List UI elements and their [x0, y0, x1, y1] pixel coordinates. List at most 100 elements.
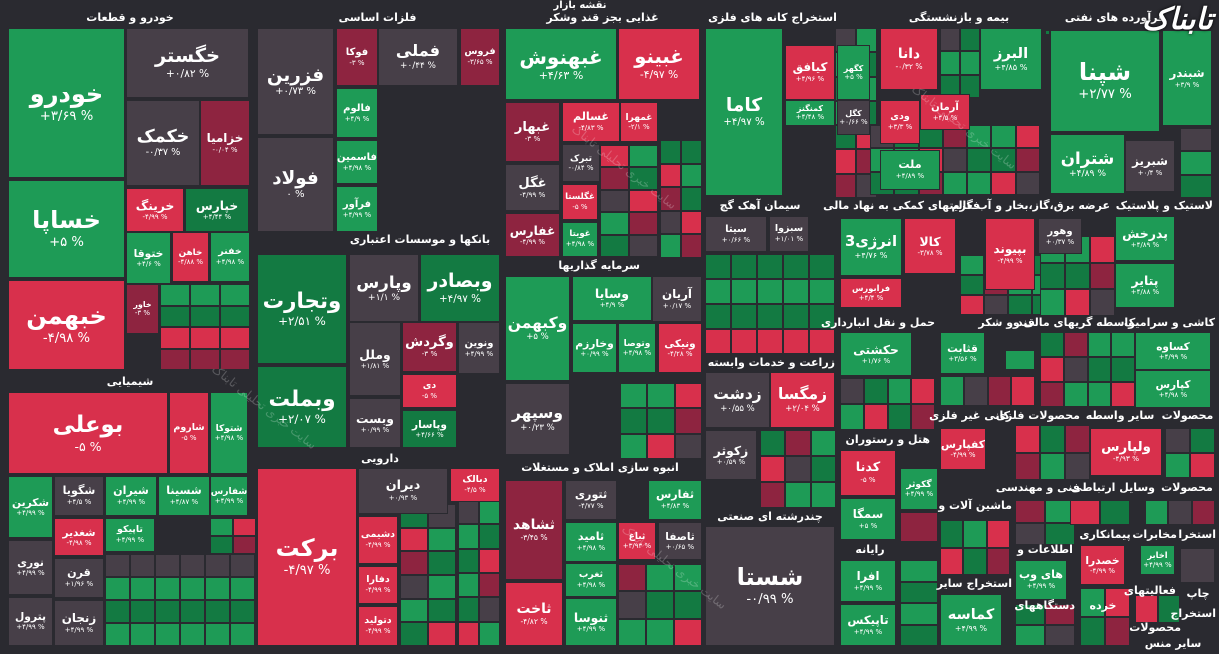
- stock-tile: خبهمن -۴/۹۸ %: [8, 280, 125, 370]
- stock-name: وبست: [355, 411, 395, 426]
- stock-change: +۲/۵۱ %: [278, 314, 326, 329]
- filler-tile: [681, 210, 702, 235]
- stock-change: +۵ %: [844, 72, 863, 81]
- filler-tile: [233, 518, 256, 536]
- stock-tile: قثابت +۳/۵۶ %: [940, 332, 985, 374]
- stock-change: -۴/۹۹ %: [142, 212, 168, 221]
- filler-tile: [1045, 604, 1075, 625]
- stock-change: +۱/۷۶ %: [861, 356, 891, 365]
- stock-change: +۴/۸۹ %: [895, 172, 925, 181]
- stock-tile: شکرین +۴/۹۹ %: [8, 476, 53, 538]
- stock-tile: بوعلی -۵ %: [8, 392, 168, 474]
- stock-tile: نوری +۴/۹۹ %: [8, 540, 53, 595]
- filler-tile: [600, 212, 629, 235]
- stock-change: -۴/۹۹ %: [365, 627, 391, 636]
- stock-name: خمحرکه: [159, 334, 161, 335]
- filler-tile: [731, 329, 757, 354]
- sector-label: وسایل ارتباطی: [1071, 481, 1155, 494]
- stock-change: +۴/۹۷ %: [438, 292, 482, 305]
- stock-tile: شپنا +۲/۷۷ %: [1050, 30, 1160, 132]
- filler-tile: [760, 430, 786, 456]
- stock-tile: خگستر +۰/۸۲ %: [126, 28, 249, 98]
- stock-change: -۴/۹۹ %: [365, 541, 391, 550]
- stock-tile: ثنوسا +۴/۹۹ %: [565, 598, 617, 646]
- stock-name: خساپا: [32, 206, 101, 235]
- stock-change: -۴/۹۹ %: [1089, 566, 1116, 575]
- filler-tile: [960, 28, 980, 52]
- stock-tile: خاور -۳ %: [126, 284, 159, 334]
- stock-change: +۳/۵۶ %: [948, 354, 977, 363]
- stock-tile: آریان +۰/۱۷ %: [652, 276, 702, 322]
- stock-name: فروس: [464, 46, 496, 58]
- stock-tile: زکوثر +۰/۵۹ %: [705, 430, 757, 480]
- stock-name: خفنر: [218, 246, 242, 258]
- stock-tile: زمگسا +۲/۰۴ %: [770, 372, 835, 428]
- stock-tile: ونوین +۴/۹۹ %: [458, 322, 500, 374]
- stock-name: وبملت: [268, 386, 336, 412]
- stock-change: -۵ %: [181, 434, 197, 443]
- filler-tile: [400, 527, 428, 552]
- stock-name: غفارس: [509, 223, 556, 238]
- stock-tile: خمحرکه+۴/۹ %: [159, 334, 161, 336]
- stock-change: +۴/۹۸ %: [1158, 390, 1188, 399]
- stock-tile: غگل -۴/۹۹ %: [505, 164, 560, 211]
- filler-tile: [963, 520, 987, 548]
- stock-tile: وتجارت +۲/۵۱ %: [257, 254, 347, 364]
- stock-name: ونیکی: [664, 337, 696, 350]
- filler-tile: [760, 456, 786, 482]
- filler-tile: [900, 512, 938, 542]
- stock-change: +۴/۸۳ %: [660, 502, 690, 511]
- stock-change: +۴/۵ %: [66, 498, 92, 507]
- stock-name: کیافق: [792, 60, 828, 75]
- sector-label: فرآورده های نفتی: [1064, 11, 1166, 24]
- stock-change: +۰/۶۶ %: [721, 235, 751, 244]
- sector-label: بیمه و بازنشستگی: [908, 11, 1010, 24]
- filler-tile: [155, 554, 180, 577]
- stock-tile: گکوثر +۴/۹۹ %: [900, 468, 938, 510]
- stock-name: فرآور: [342, 199, 372, 211]
- filler-tile: [130, 623, 155, 646]
- filler-tile: [458, 621, 479, 646]
- filler-tile: [900, 603, 938, 625]
- stock-tile: کماسه +۴/۹۹ %: [940, 594, 1002, 646]
- stock-tile: ثاصفا +۰/۶۵ %: [658, 522, 702, 560]
- filler-tile: [705, 304, 731, 329]
- stock-change: +۴/۹۹ %: [1026, 582, 1056, 591]
- stock-change: +۴/۹۸ %: [215, 258, 245, 267]
- stock-name: وخارزم: [575, 336, 614, 350]
- stock-name: شکرین: [11, 495, 50, 509]
- stock-name: دفارا: [366, 574, 390, 586]
- stock-name: حکشتی: [853, 342, 899, 357]
- filler-tile: [210, 536, 233, 554]
- stock-tile: افرا +۴/۹۹ %: [840, 560, 896, 602]
- filler-tile: [620, 433, 648, 459]
- filler-tile: [940, 547, 964, 575]
- stock-tile: ولپارس -۴/۹۳ %: [1090, 428, 1162, 476]
- stock-change: -۴/۲۸ %: [667, 349, 693, 358]
- stock-change: +۴/۹۹ %: [1143, 560, 1172, 569]
- filler-tile: [647, 383, 675, 409]
- sector-label: خرده: [1089, 599, 1117, 612]
- stock-name: ثغرب: [578, 569, 604, 581]
- stock-name: فولاد: [272, 167, 319, 189]
- stock-name: تبرک: [570, 153, 592, 164]
- filler-tile: [960, 255, 984, 275]
- stock-tile: شتران +۴/۸۹ %: [1050, 134, 1125, 194]
- stock-tile: فرابورس +۴/۴ %: [840, 278, 902, 308]
- filler-tile: [1005, 350, 1035, 370]
- sector-label: محصولات: [1161, 409, 1214, 422]
- stock-change: +۴/۹۸ %: [576, 544, 606, 553]
- sector-label: چندرشته ای صنعتی: [717, 510, 823, 523]
- filler-tile: [180, 623, 205, 646]
- filler-tile: [1040, 382, 1064, 407]
- filler-tile: [646, 564, 674, 592]
- stock-change: +۴/۶۳ %: [538, 68, 584, 82]
- stock-name: غگل: [518, 175, 547, 191]
- stock-name: شبندر: [1169, 65, 1205, 80]
- stock-name: فاسمین: [337, 152, 377, 164]
- stock-change: +۰/۲۳ %: [520, 422, 555, 433]
- stock-tile: وپاسار +۴/۶۶ %: [402, 410, 457, 448]
- stock-tile: خکمک -۰/۳۷ %: [126, 100, 200, 186]
- filler-tile: [600, 145, 629, 168]
- filler-tile: [986, 520, 1010, 548]
